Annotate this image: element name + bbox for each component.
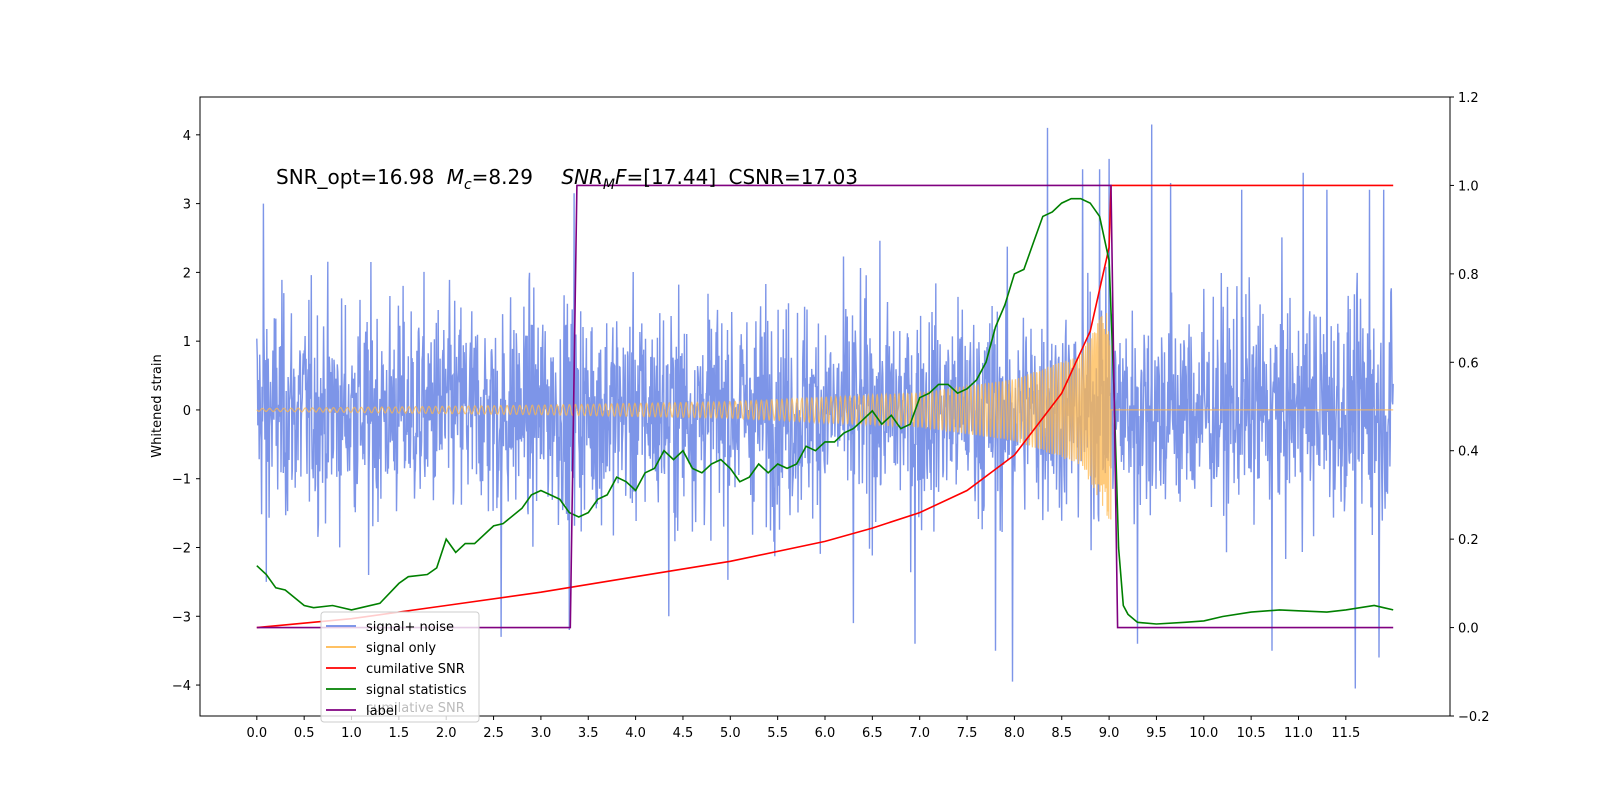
snr-mf-f: F xyxy=(615,165,627,189)
x-tick-label: 4.0 xyxy=(625,726,646,741)
series-layer xyxy=(256,124,1394,689)
legend-label: cumilative SNR xyxy=(366,662,465,677)
y-left-tick-label: −2 xyxy=(172,541,191,556)
legend-label: signal+ noise xyxy=(366,620,454,635)
y-right-tick-label: −0.2 xyxy=(1458,710,1490,725)
x-axis: 0.0 0.5 1.0 1.5 2.0 2.5 3.0 3.5 4.0 4.5 5.0 5.5 6.0 6… xyxy=(246,716,1360,741)
legend-hidden-text: cumilative SNR xyxy=(366,701,465,716)
y-left-tick-label: −3 xyxy=(172,610,191,625)
snr-mf-value: =[17.44] xyxy=(627,165,717,189)
mc-value: =8.29 xyxy=(472,165,533,189)
series-signal-only xyxy=(256,312,1394,520)
legend-box xyxy=(320,611,480,723)
y-left-tick-label: 0 xyxy=(183,404,191,419)
x-tick-label: 10.0 xyxy=(1189,726,1218,741)
x-tick-label: 5.5 xyxy=(767,726,788,741)
x-tick-label: 8.0 xyxy=(1004,726,1025,741)
legend-items: signal+ noise signal only cumilative SNR si… xyxy=(326,620,467,719)
mc-symbol: M xyxy=(447,165,464,189)
snr-annotation: SNR_opt=16.98 Mc=8.29 SNRMF=[17.44] CSNR… xyxy=(276,165,858,193)
left-y-axis: 4 3 2 1 0 −1 −2 −3 −4 xyxy=(172,129,200,694)
y-right-tick-label: 1.0 xyxy=(1458,179,1479,194)
x-tick-label: 0.0 xyxy=(246,726,267,741)
y-axis-label: Whitened strain xyxy=(150,354,165,457)
x-tick-label: 2.0 xyxy=(436,726,457,741)
x-tick-label: 0.5 xyxy=(294,726,315,741)
series-cumulative-snr xyxy=(256,184,1394,629)
y-right-tick-label: 0.6 xyxy=(1458,356,1479,371)
legend-label: signal only xyxy=(366,641,436,656)
y-left-tick-label: 4 xyxy=(183,129,191,144)
y-left-tick-label: 1 xyxy=(183,335,191,350)
snr-opt-text: SNR_opt=16.98 xyxy=(276,165,434,189)
x-tick-label: 8.5 xyxy=(1051,726,1072,741)
series-signal-noise xyxy=(256,124,1394,689)
y-right-tick-label: 0.4 xyxy=(1458,445,1479,460)
y-left-tick-label: −4 xyxy=(172,679,191,694)
y-left-tick-label: −1 xyxy=(172,473,191,488)
y-left-tick-label: 3 xyxy=(183,198,191,213)
y-right-tick-label: 0.8 xyxy=(1458,268,1479,283)
mc-subscript: c xyxy=(464,177,472,193)
right-y-axis: 1.2 1.0 0.8 0.6 0.4 0.2 0.0 −0.2 xyxy=(1450,91,1490,725)
y-right-tick-label: 0.0 xyxy=(1458,622,1479,637)
x-tick-label: 11.5 xyxy=(1331,726,1360,741)
x-tick-label: 5.0 xyxy=(720,726,741,741)
y-right-tick-label: 0.2 xyxy=(1458,533,1479,548)
x-tick-label: 1.5 xyxy=(389,726,410,741)
x-tick-label: 1.0 xyxy=(341,726,362,741)
x-tick-label: 3.5 xyxy=(578,726,599,741)
x-tick-label: 9.5 xyxy=(1146,726,1167,741)
csnr-text: CSNR=17.03 xyxy=(728,165,858,189)
x-tick-label: 2.5 xyxy=(483,726,504,741)
x-tick-label: 9.0 xyxy=(1099,726,1120,741)
series-signal-statistics xyxy=(256,197,1394,625)
x-tick-label: 6.0 xyxy=(815,726,836,741)
legend-label: label xyxy=(366,704,397,719)
snr-mf-symbol: SNR xyxy=(561,165,603,189)
x-tick-label: 4.5 xyxy=(673,726,694,741)
x-tick-label: 6.5 xyxy=(862,726,883,741)
y-right-tick-label: 1.2 xyxy=(1458,91,1479,106)
legend-label: signal statistics xyxy=(366,683,467,698)
series-label xyxy=(256,184,1394,629)
x-tick-label: 11.0 xyxy=(1284,726,1313,741)
legend: cumilative SNR signal+ noise signal only c… xyxy=(320,611,480,723)
x-tick-label: 10.5 xyxy=(1237,726,1266,741)
x-tick-label: 3.0 xyxy=(531,726,552,741)
x-tick-label: 7.5 xyxy=(957,726,978,741)
snr-mf-subscript: M xyxy=(603,177,615,193)
x-tick-label: 7.0 xyxy=(909,726,930,741)
y-left-tick-label: 2 xyxy=(183,266,191,281)
